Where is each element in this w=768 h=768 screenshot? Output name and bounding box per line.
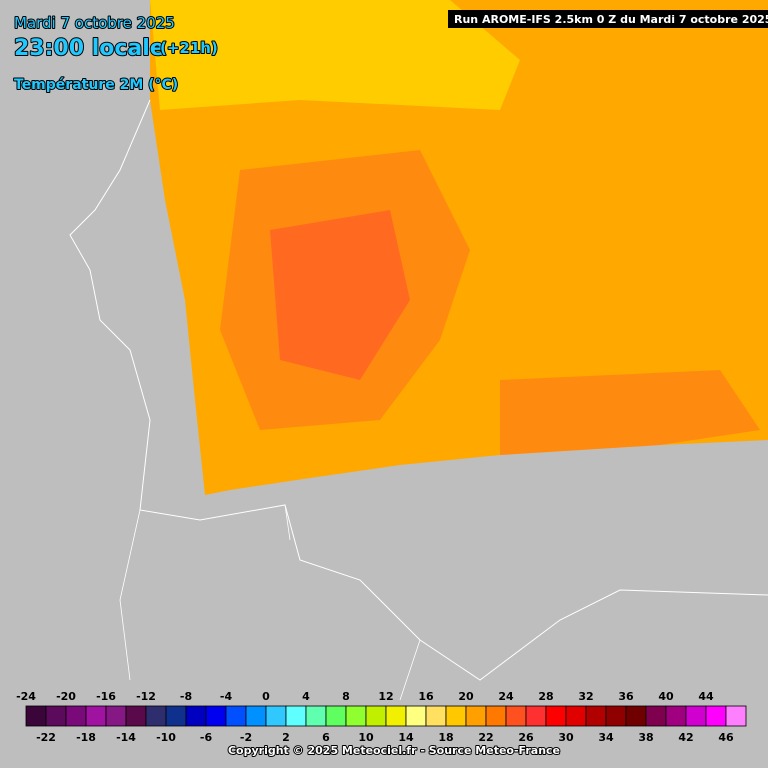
legend-tick-label: -2: [240, 731, 252, 744]
legend-tick-label: 22: [478, 731, 493, 744]
time: 23:00 locale: [14, 36, 165, 61]
legend-tick-label: 2: [282, 731, 290, 744]
legend-swatch: [125, 705, 147, 727]
legend-tick-label: 42: [678, 731, 693, 744]
legend-tick-label: 14: [398, 731, 414, 744]
legend-swatch: [45, 705, 67, 727]
legend-swatch: [65, 705, 87, 727]
legend-swatch: [385, 705, 407, 727]
legend-swatch: [345, 705, 367, 727]
border: [119, 504, 421, 701]
legend-swatch: [465, 705, 487, 727]
variable: Température 2M (°C): [14, 77, 178, 93]
legend-swatch: [665, 705, 687, 727]
hot-zone: [270, 210, 410, 380]
warm-zone: [500, 370, 760, 455]
legend-tick-label: 46: [718, 731, 734, 744]
legend-swatch: [265, 705, 287, 727]
legend-swatch: [725, 705, 747, 727]
legend-tick-label: 0: [262, 690, 270, 703]
legend-tick-label: -16: [96, 690, 116, 703]
legend-tick-label: -20: [56, 690, 76, 703]
legend-tick-label: 44: [698, 690, 714, 703]
legend-swatch: [565, 705, 587, 727]
legend-swatch: [405, 705, 427, 727]
legend-tick-label: 30: [558, 731, 574, 744]
copyright: Copyright © 2025 Meteociel.fr - Source M…: [228, 744, 560, 757]
legend-swatch: [225, 705, 247, 727]
legend-tick-label: 24: [498, 690, 514, 703]
legend-swatch: [685, 705, 707, 727]
legend-swatch: [645, 705, 667, 727]
legend-tick-label: 28: [538, 690, 553, 703]
legend-swatch: [85, 705, 107, 727]
legend-swatch: [305, 705, 327, 727]
legend-swatch: [325, 705, 347, 727]
legend-tick-label: 18: [438, 731, 453, 744]
cool-zone: [150, 0, 520, 110]
legend-tick-label: 36: [618, 690, 634, 703]
legend-swatch: [705, 705, 727, 727]
legend-tick-label: 26: [518, 731, 534, 744]
legend-swatch: [605, 705, 627, 727]
legend-tick-label: 10: [358, 731, 374, 744]
legend-swatch: [145, 705, 167, 727]
legend-tick-label: 4: [302, 690, 310, 703]
legend-tick-label: 12: [378, 690, 393, 703]
legend-swatch: [505, 705, 527, 727]
legend-swatch: [185, 705, 207, 727]
legend-swatch: [25, 705, 47, 727]
coastline: [69, 99, 768, 681]
legend-tick-label: -24: [16, 690, 36, 703]
legend-swatch: [445, 705, 467, 727]
legend: -24-22-20-18-16-14-12-10-8-6-4-202468101…: [16, 690, 747, 744]
legend-swatch: [585, 705, 607, 727]
legend-tick-label: -4: [220, 690, 233, 703]
legend-tick-label: -6: [200, 731, 213, 744]
run-banner: [448, 10, 768, 28]
legend-tick-label: 32: [578, 690, 593, 703]
legend-swatch: [365, 705, 387, 727]
date: Mardi 7 octobre 2025: [14, 14, 175, 32]
legend-swatch: [105, 705, 127, 727]
legend-swatch: [525, 705, 547, 727]
legend-tick-label: -22: [36, 731, 56, 744]
legend-tick-label: -10: [156, 731, 176, 744]
legend-tick-label: 16: [418, 690, 434, 703]
legend-tick-label: 20: [458, 690, 474, 703]
legend-swatch: [245, 705, 267, 727]
legend-swatch: [425, 705, 447, 727]
legend-swatch: [205, 705, 227, 727]
legend-tick-label: 8: [342, 690, 350, 703]
legend-tick-label: 38: [638, 731, 653, 744]
legend-tick-label: -8: [180, 690, 192, 703]
legend-tick-label: 34: [598, 731, 614, 744]
legend-swatch: [545, 705, 567, 727]
offset: (+21h): [160, 39, 218, 57]
legend-tick-label: 6: [322, 731, 330, 744]
legend-swatch: [285, 705, 307, 727]
legend-tick-label: -18: [76, 731, 96, 744]
legend-swatch: [165, 705, 187, 727]
legend-tick-label: 40: [658, 690, 674, 703]
legend-tick-label: -12: [136, 690, 156, 703]
legend-swatch: [485, 705, 507, 727]
legend-tick-label: -14: [116, 731, 136, 744]
legend-swatch: [625, 705, 647, 727]
run-label: Run AROME-IFS 2.5km 0 Z du Mardi 7 octob…: [454, 13, 768, 26]
